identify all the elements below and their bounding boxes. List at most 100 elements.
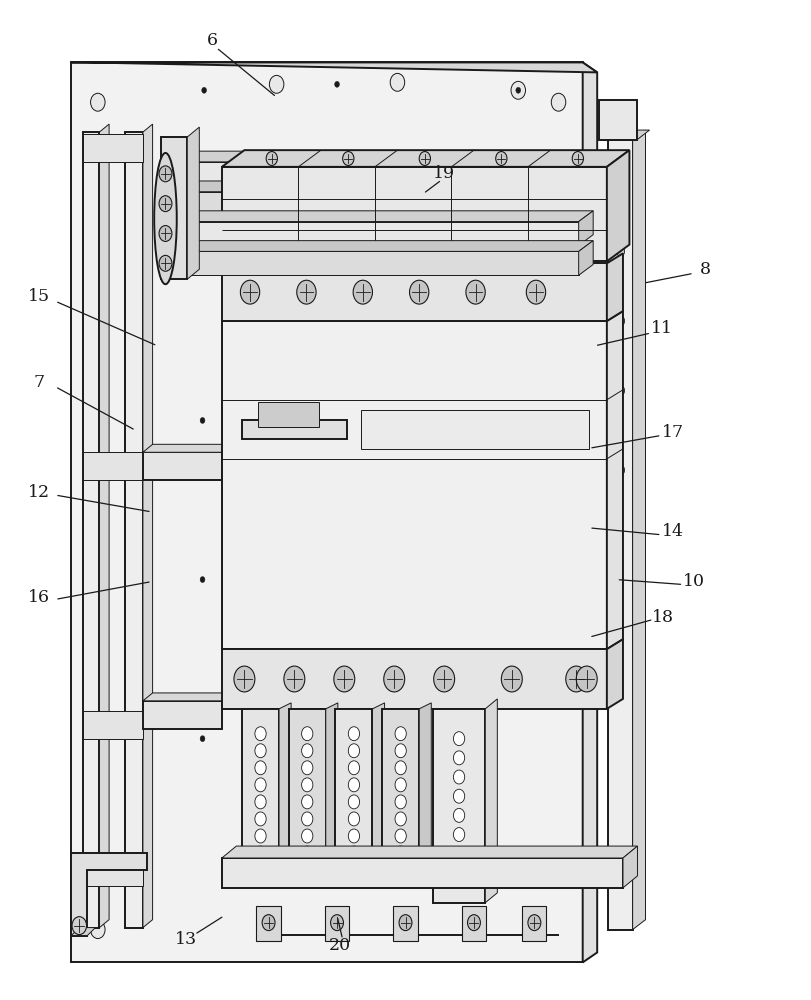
Polygon shape — [222, 846, 637, 858]
Bar — [161, 137, 187, 279]
Bar — [256, 906, 281, 941]
Circle shape — [159, 196, 172, 212]
Bar — [462, 906, 486, 941]
Circle shape — [200, 736, 205, 742]
Circle shape — [616, 246, 624, 256]
Circle shape — [348, 778, 359, 792]
Bar — [84, 132, 100, 928]
Bar — [222, 649, 607, 709]
Circle shape — [551, 193, 566, 211]
Circle shape — [255, 829, 266, 843]
Circle shape — [91, 93, 105, 111]
Bar — [222, 263, 607, 321]
Circle shape — [453, 828, 465, 842]
Text: 19: 19 — [433, 165, 455, 182]
Bar — [382, 709, 419, 878]
Polygon shape — [165, 241, 593, 251]
Circle shape — [399, 915, 412, 931]
Circle shape — [91, 342, 105, 360]
Bar — [165, 251, 579, 275]
Polygon shape — [579, 151, 593, 186]
Circle shape — [348, 812, 359, 826]
Text: 12: 12 — [28, 484, 50, 501]
Polygon shape — [71, 62, 597, 72]
Circle shape — [395, 778, 406, 792]
Circle shape — [395, 829, 406, 843]
Polygon shape — [165, 181, 593, 192]
Bar — [143, 452, 222, 480]
Circle shape — [200, 238, 205, 244]
Circle shape — [255, 812, 266, 826]
Polygon shape — [100, 124, 109, 928]
Polygon shape — [582, 62, 597, 962]
Bar — [84, 858, 143, 886]
Circle shape — [91, 481, 105, 499]
Circle shape — [348, 744, 359, 758]
Bar — [143, 701, 222, 729]
Text: 6: 6 — [207, 32, 217, 49]
Circle shape — [434, 666, 455, 692]
Circle shape — [255, 744, 266, 758]
Polygon shape — [71, 928, 96, 936]
Circle shape — [453, 866, 465, 880]
Circle shape — [284, 666, 305, 692]
Circle shape — [616, 386, 624, 396]
Circle shape — [453, 732, 465, 746]
Polygon shape — [579, 211, 593, 245]
Circle shape — [453, 847, 465, 861]
Bar — [289, 709, 326, 878]
Circle shape — [269, 75, 284, 93]
Circle shape — [302, 744, 313, 758]
Circle shape — [266, 152, 277, 165]
Circle shape — [255, 778, 266, 792]
Bar — [599, 100, 637, 140]
Circle shape — [335, 81, 340, 87]
Polygon shape — [607, 639, 623, 709]
Circle shape — [419, 152, 431, 165]
Polygon shape — [579, 241, 593, 275]
Circle shape — [453, 808, 465, 822]
Bar — [165, 222, 579, 245]
Circle shape — [331, 308, 336, 314]
Text: 14: 14 — [662, 523, 684, 540]
Circle shape — [453, 789, 465, 803]
Bar — [336, 709, 372, 878]
Text: 8: 8 — [700, 261, 710, 278]
Circle shape — [302, 778, 313, 792]
Circle shape — [526, 280, 546, 304]
Circle shape — [516, 87, 521, 93]
Bar — [165, 162, 579, 186]
Bar — [522, 906, 547, 941]
Circle shape — [91, 203, 105, 221]
Polygon shape — [607, 150, 629, 261]
Circle shape — [200, 417, 205, 423]
Circle shape — [302, 727, 313, 741]
Text: 17: 17 — [662, 424, 684, 441]
Text: 16: 16 — [28, 589, 50, 606]
Polygon shape — [71, 853, 147, 936]
Bar — [222, 167, 607, 261]
Circle shape — [353, 280, 372, 304]
Circle shape — [302, 812, 313, 826]
Circle shape — [348, 761, 359, 775]
Circle shape — [395, 846, 406, 860]
Bar — [84, 134, 143, 162]
Bar — [84, 452, 143, 480]
Bar — [361, 410, 589, 449]
Polygon shape — [279, 703, 291, 878]
Circle shape — [616, 187, 624, 197]
Text: 10: 10 — [683, 573, 705, 590]
Circle shape — [302, 829, 313, 843]
Polygon shape — [143, 124, 152, 928]
Circle shape — [466, 280, 485, 304]
Circle shape — [91, 620, 105, 638]
Text: 18: 18 — [652, 609, 674, 626]
Circle shape — [528, 915, 541, 931]
Circle shape — [255, 846, 266, 860]
Circle shape — [348, 795, 359, 809]
Circle shape — [453, 751, 465, 765]
Circle shape — [255, 761, 266, 775]
Circle shape — [240, 280, 260, 304]
Circle shape — [577, 666, 597, 692]
Circle shape — [467, 915, 480, 931]
